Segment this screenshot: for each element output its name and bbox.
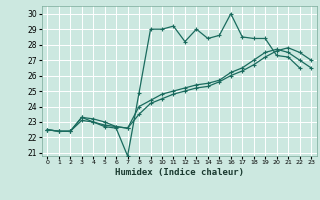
X-axis label: Humidex (Indice chaleur): Humidex (Indice chaleur) <box>115 168 244 177</box>
